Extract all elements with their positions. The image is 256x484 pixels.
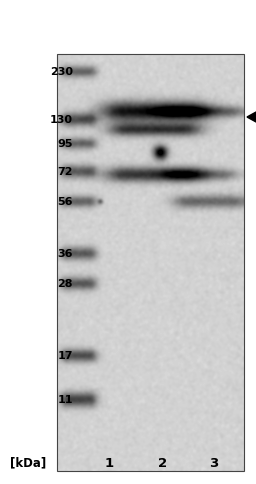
Polygon shape [247, 111, 256, 124]
Bar [57, 55, 244, 471]
Text: 2: 2 [158, 456, 167, 469]
Text: 36: 36 [57, 248, 73, 258]
Text: 1: 1 [104, 456, 113, 469]
Text: 28: 28 [57, 278, 73, 288]
Text: 11: 11 [57, 394, 73, 404]
Text: 17: 17 [57, 350, 73, 360]
Text: 230: 230 [50, 67, 73, 77]
Text: 72: 72 [57, 166, 73, 177]
Text: [kDa]: [kDa] [10, 456, 47, 469]
Text: 95: 95 [57, 139, 73, 149]
Text: 56: 56 [57, 197, 73, 207]
Text: 130: 130 [50, 115, 73, 125]
Text: 3: 3 [209, 456, 218, 469]
